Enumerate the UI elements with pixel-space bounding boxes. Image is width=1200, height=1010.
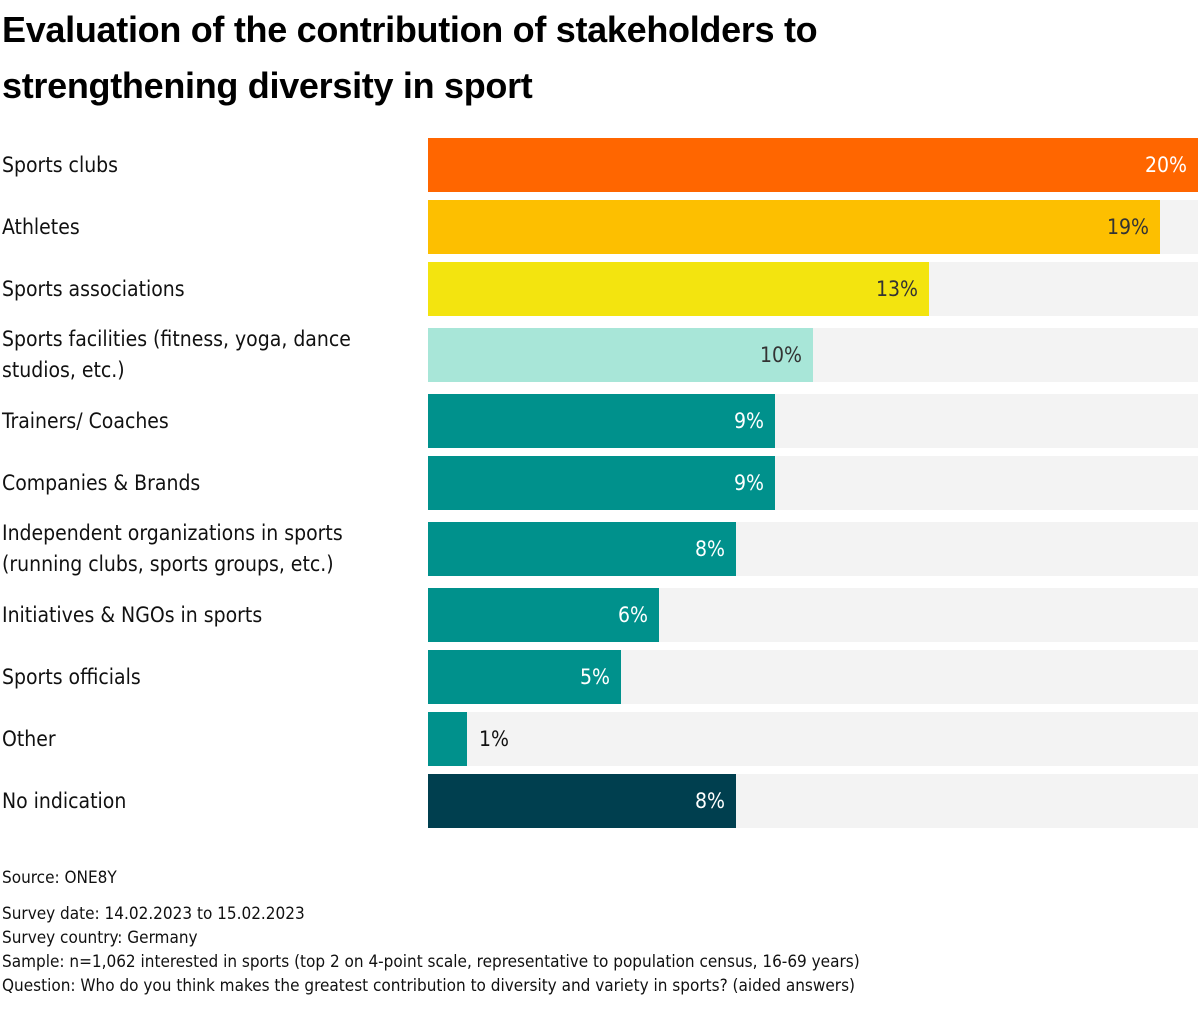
category-label: Other: [2, 726, 56, 751]
bar: [428, 262, 929, 316]
chart-title: Evaluation of the contribution of stakeh…: [2, 9, 818, 106]
bar-track: 8%: [428, 774, 1198, 828]
bar-track: 20%: [428, 138, 1198, 192]
category-label: Sports officials: [2, 664, 141, 689]
bar-row: Initiatives & NGOs in sports 6%: [0, 588, 1200, 642]
category-label: Athletes: [2, 214, 80, 239]
bar-track: 6%: [428, 588, 1198, 642]
category-label: Initiatives & NGOs in sports: [2, 602, 263, 627]
bar-row: Sports officials 5%: [0, 650, 1200, 704]
bar: [428, 200, 1160, 254]
bar-row: Sports associations 13%: [0, 262, 1200, 316]
value-label: 10%: [760, 343, 802, 367]
bar: [428, 328, 813, 382]
bar-row: Independent organizations in sports (run…: [0, 521, 1200, 576]
bar: [428, 712, 467, 766]
bar: [428, 138, 1198, 192]
bar: [428, 456, 775, 510]
value-label: 6%: [618, 603, 648, 627]
bar-row: Athletes 19%: [0, 200, 1200, 254]
value-label: 19%: [1107, 215, 1149, 239]
bar: [428, 774, 736, 828]
bar-track: 19%: [428, 200, 1198, 254]
category-label: No indication: [2, 788, 127, 813]
bar-row: No indication 8%: [0, 774, 1200, 828]
value-label: 1%: [479, 727, 509, 751]
sample-note: Sample: n=1,062 interested in sports (to…: [2, 952, 860, 972]
bar-track: 9%: [428, 456, 1198, 510]
category-label: Independent organizations in sports (run…: [2, 521, 343, 576]
bar: [428, 650, 621, 704]
bar: [428, 588, 659, 642]
value-label: 20%: [1145, 153, 1187, 177]
bar-track: 13%: [428, 262, 1198, 316]
bar: [428, 522, 736, 576]
category-label: Sports associations: [2, 276, 185, 301]
bar-row: Companies & Brands 9%: [0, 456, 1200, 510]
bar-track: 5%: [428, 650, 1198, 704]
value-label: 8%: [695, 789, 725, 813]
source-note: Source: ONE8Y: [2, 868, 117, 888]
bar: [428, 394, 775, 448]
value-label: 9%: [734, 409, 764, 433]
survey-country-note: Survey country: Germany: [2, 928, 198, 948]
bar-row: Sports clubs 20%: [0, 138, 1200, 192]
value-label: 9%: [734, 471, 764, 495]
category-label: Companies & Brands: [2, 470, 201, 495]
category-label: Sports facilities (fitness, yoga, dance …: [2, 327, 351, 382]
category-label: Sports clubs: [2, 152, 119, 177]
value-label: 8%: [695, 537, 725, 561]
bar-track: 8%: [428, 522, 1198, 576]
chart-footer: Source: ONE8Y Survey date: 14.02.2023 to…: [2, 866, 860, 998]
bar-row: Trainers/ Coaches 9%: [0, 394, 1200, 448]
survey-date-note: Survey date: 14.02.2023 to 15.02.2023: [2, 904, 305, 924]
category-label: Trainers/ Coaches: [2, 408, 169, 433]
value-label: 5%: [580, 665, 610, 689]
bar-row: Other 1%: [0, 712, 1200, 766]
bar-row: Sports facilities (fitness, yoga, dance …: [0, 327, 1200, 382]
question-note: Question: Who do you think makes the gre…: [2, 976, 856, 996]
bar-chart: Sports clubs 20% Athletes 19% Sports associa…: [0, 128, 1200, 838]
value-label: 13%: [876, 277, 918, 301]
bar-track: 1%: [428, 712, 1198, 766]
bar-track: 9%: [428, 394, 1198, 448]
bar-track: 10%: [428, 328, 1198, 382]
